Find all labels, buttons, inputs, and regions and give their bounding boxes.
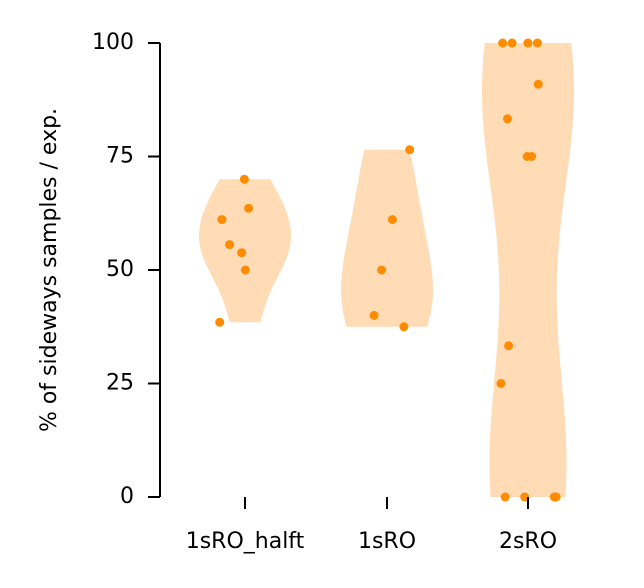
x-ticks: 1sRO_halft 1sRO 2sRO xyxy=(186,497,557,554)
data-point xyxy=(377,265,387,275)
data-point xyxy=(550,492,560,502)
data-point xyxy=(215,317,225,327)
data-point xyxy=(507,38,517,48)
data-point xyxy=(399,322,409,332)
y-tick-label: 100 xyxy=(92,30,134,55)
data-point xyxy=(405,145,415,155)
y-tick-label: 50 xyxy=(106,257,134,282)
data-point xyxy=(387,215,397,225)
data-point xyxy=(239,174,249,184)
data-point xyxy=(217,215,227,225)
violin-2sRO xyxy=(482,43,574,497)
data-point xyxy=(240,265,250,275)
data-point xyxy=(523,38,533,48)
violin-1sRO xyxy=(341,149,433,327)
data-point xyxy=(500,492,510,502)
y-tick-label: 0 xyxy=(120,484,134,509)
data-point xyxy=(498,38,508,48)
data-point xyxy=(237,248,247,258)
data-point xyxy=(520,492,530,502)
data-point xyxy=(532,38,542,48)
y-tick-label: 75 xyxy=(106,144,134,169)
x-tick-label: 1sRO xyxy=(358,529,416,554)
x-tick-label: 1sRO_halft xyxy=(186,529,305,554)
points-layer xyxy=(215,38,561,502)
data-point xyxy=(369,310,379,320)
x-tick-label: 2sRO xyxy=(499,529,557,554)
data-point xyxy=(522,152,532,161)
y-tick-label: 25 xyxy=(106,371,134,396)
data-point xyxy=(244,203,254,213)
y-axis-title: % of sideways samples / exp. xyxy=(37,108,62,432)
data-point xyxy=(503,114,512,124)
data-point xyxy=(225,240,235,250)
data-point xyxy=(496,379,506,388)
data-point xyxy=(533,79,543,89)
data-point xyxy=(504,341,514,351)
y-ticks: 0 25 50 75 100 xyxy=(92,30,160,509)
violin-layer xyxy=(199,43,574,497)
